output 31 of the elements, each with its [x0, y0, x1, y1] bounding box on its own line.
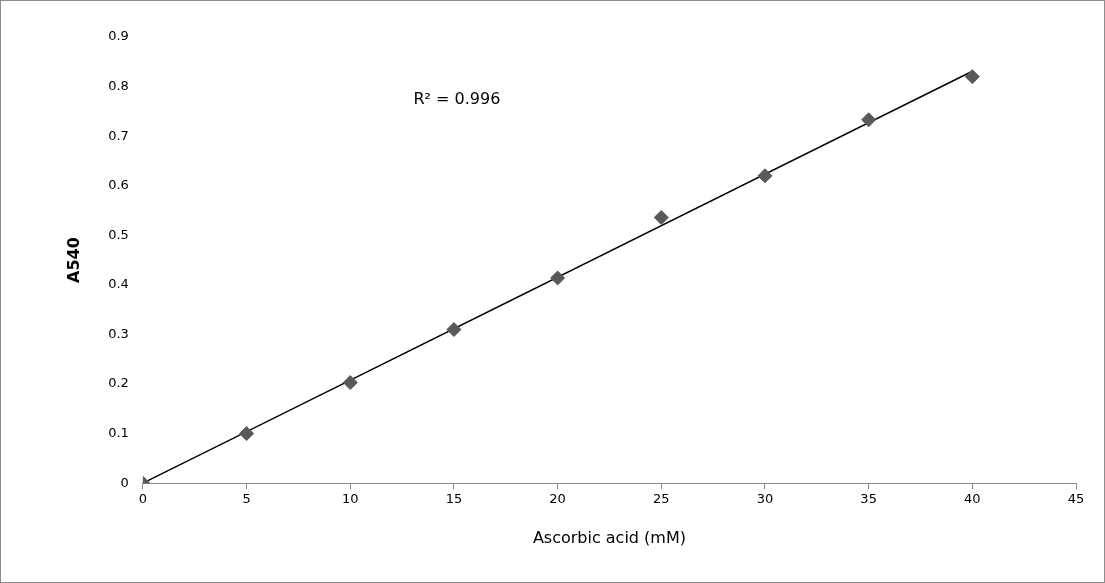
x-tick-label: 20 [549, 491, 566, 507]
y-tick-label: 0.1 [108, 425, 129, 440]
x-tick-label: 10 [341, 491, 359, 507]
y-tick-label: 0.8 [108, 77, 129, 93]
x-tick-label: 30 [756, 491, 774, 507]
x-tick-label: 25 [653, 491, 670, 507]
x-tick-label: 35 [860, 491, 877, 507]
y-tick-label: 0.9 [108, 28, 129, 44]
point [239, 426, 255, 442]
point [446, 322, 462, 338]
y-tick-label: 0.4 [108, 276, 129, 292]
point [861, 112, 877, 128]
y-tick-label: 0.6 [108, 177, 129, 193]
point [653, 209, 669, 225]
point [964, 69, 980, 85]
x-tick-label: 40 [964, 491, 981, 507]
y-tick-label: 0.7 [108, 127, 129, 143]
x-tick-label: 15 [445, 491, 463, 507]
y-axis-title: A540 [63, 237, 83, 283]
y-tick-label: 0.3 [108, 325, 129, 341]
y-tick-label: 0.5 [108, 226, 129, 242]
x-axis-title: Ascorbic acid (mM) [532, 527, 686, 547]
point [757, 168, 773, 184]
annotation: R² = 0.996 [413, 88, 501, 108]
y-tick-label: 0.2 [108, 375, 129, 391]
point [550, 270, 566, 286]
x-tick-label: 45 [1067, 491, 1085, 507]
x-tick-label: 5 [242, 491, 251, 507]
x-tick-label: 0 [138, 491, 148, 507]
y-tick-label: 0 [120, 474, 129, 490]
point [342, 375, 358, 391]
